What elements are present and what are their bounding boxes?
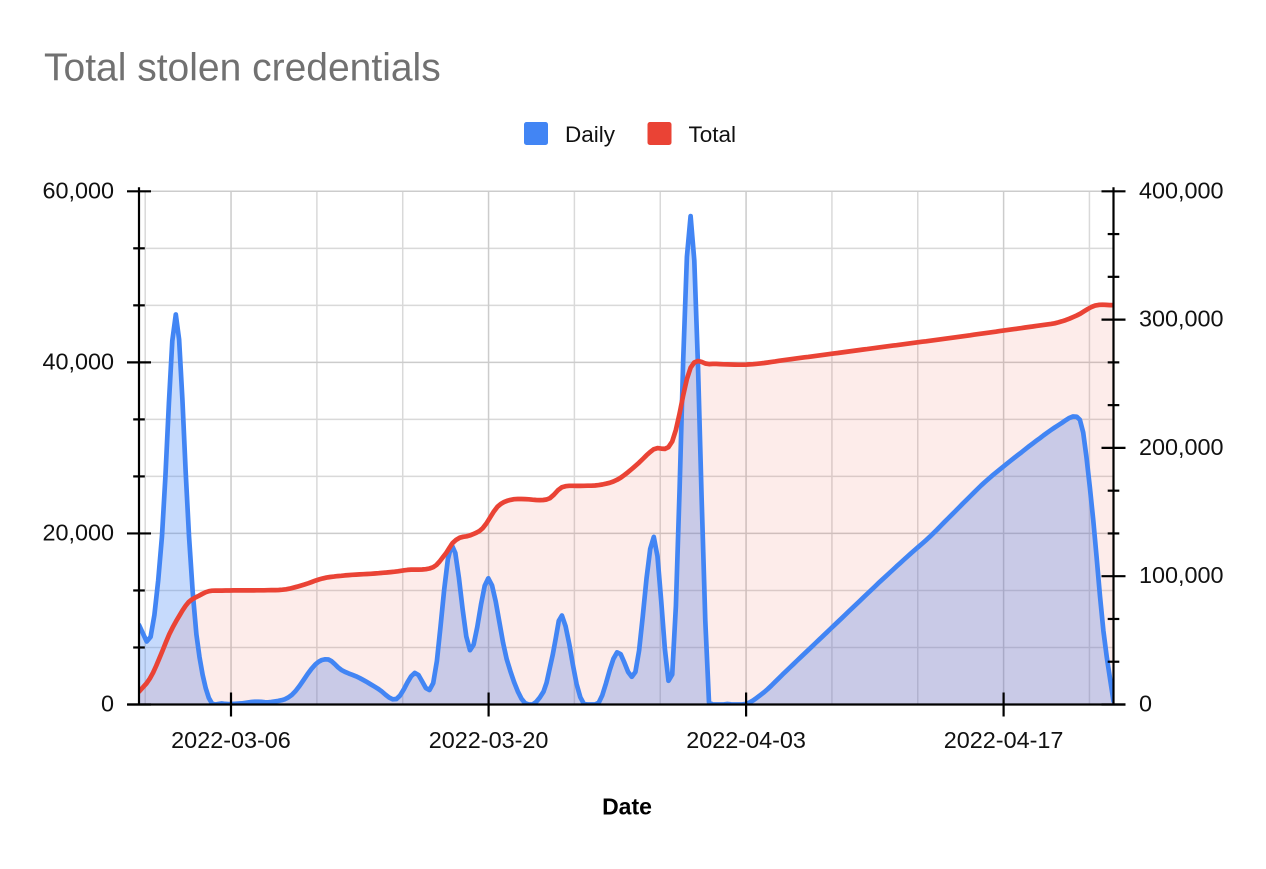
svg-text:60,000: 60,000 [42,177,114,203]
svg-text:Daily: Daily [565,122,616,147]
svg-text:0: 0 [1139,691,1152,717]
svg-text:2022-03-06: 2022-03-06 [171,727,291,753]
svg-text:Total stolen credentials: Total stolen credentials [44,47,441,90]
svg-text:20,000: 20,000 [42,519,114,545]
svg-text:Total: Total [689,122,737,147]
svg-text:40,000: 40,000 [42,348,114,374]
svg-text:2022-04-17: 2022-04-17 [944,727,1064,753]
svg-text:2022-04-03: 2022-04-03 [686,727,806,753]
svg-text:0: 0 [101,691,114,717]
svg-text:200,000: 200,000 [1139,434,1224,460]
svg-text:400,000: 400,000 [1139,177,1224,203]
svg-text:2022-03-20: 2022-03-20 [429,727,549,753]
svg-text:Date: Date [602,794,652,820]
svg-text:100,000: 100,000 [1139,562,1224,588]
svg-text:300,000: 300,000 [1139,306,1224,332]
